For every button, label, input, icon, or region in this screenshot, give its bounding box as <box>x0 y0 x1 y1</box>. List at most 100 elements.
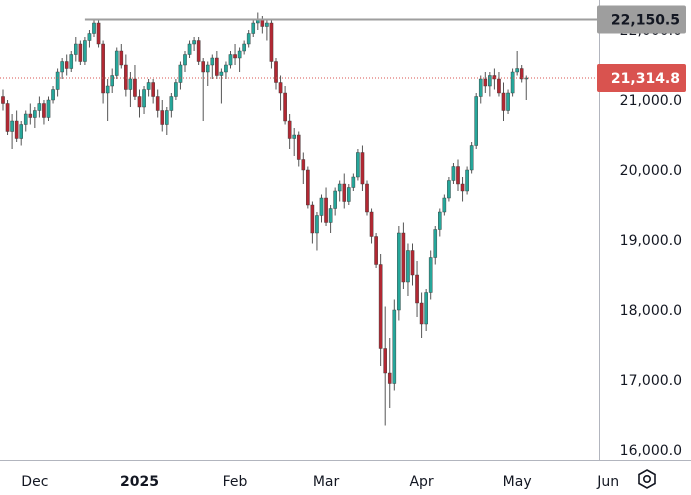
candle-body <box>119 50 124 66</box>
candle-body <box>160 110 165 125</box>
candle-body <box>83 40 87 62</box>
candle-body <box>410 250 415 276</box>
candle <box>146 79 151 97</box>
candle-body <box>351 176 356 188</box>
price-labels: 22,150.5 21,314.8 <box>597 5 686 92</box>
candle <box>392 299 397 391</box>
time-axis[interactable]: Dec 2025 Feb Mar Apr May Jun <box>21 474 619 490</box>
candle <box>183 51 187 72</box>
candle <box>415 261 419 317</box>
x-tick-label: Feb <box>223 474 248 490</box>
candle <box>142 86 146 114</box>
candle <box>269 19 274 69</box>
candle <box>401 222 406 289</box>
candle <box>465 166 469 195</box>
candle <box>73 37 78 62</box>
candle-body <box>51 89 55 101</box>
candle <box>215 51 219 79</box>
candle <box>28 103 33 125</box>
candle <box>451 163 456 184</box>
candle <box>447 177 451 202</box>
candle-body <box>110 75 114 87</box>
candle-body <box>246 33 251 45</box>
candle-body <box>515 68 519 73</box>
candle-body <box>19 124 24 139</box>
candle-body <box>124 64 128 90</box>
x-tick-label: Mar <box>313 474 340 490</box>
candle <box>69 51 74 72</box>
candle-body <box>497 78 501 94</box>
candle-body <box>142 89 146 108</box>
candle-body <box>451 166 456 181</box>
candle <box>37 96 42 118</box>
candle-body <box>233 54 237 59</box>
x-tick-label: Jun <box>596 474 619 490</box>
candle-body <box>401 232 406 283</box>
candle <box>205 61 210 86</box>
candle <box>296 131 301 167</box>
candle <box>442 194 447 216</box>
candle-body <box>447 180 451 199</box>
candle-body <box>501 92 506 111</box>
candle-body <box>201 61 206 73</box>
candle-body <box>292 134 297 139</box>
chart-settings-button[interactable] <box>636 468 658 490</box>
current-price-label: 21,314.8 <box>597 63 686 92</box>
x-tick-label: 2025 <box>120 474 159 490</box>
candle <box>274 58 278 90</box>
candle-body <box>392 309 397 384</box>
candle <box>287 114 292 149</box>
candle-body <box>424 292 428 325</box>
candle <box>187 40 192 58</box>
candle-body <box>265 22 269 27</box>
candle <box>105 79 110 121</box>
candle <box>483 72 488 93</box>
overlay-layer <box>0 18 599 79</box>
candle <box>233 44 237 65</box>
candle-body <box>228 54 233 66</box>
candle <box>60 58 64 79</box>
candle <box>92 19 96 37</box>
candle <box>283 86 287 125</box>
candle <box>228 51 233 69</box>
candle <box>33 107 37 128</box>
candle-body <box>46 99 51 118</box>
candle <box>160 100 165 132</box>
candle <box>19 121 24 146</box>
candle-body <box>492 75 497 80</box>
candle-body <box>383 348 388 374</box>
candle <box>306 166 310 209</box>
candle <box>328 205 333 233</box>
candle <box>133 65 137 100</box>
candle-body <box>23 113 28 125</box>
candle-body <box>333 190 337 209</box>
candle <box>10 114 14 149</box>
candle-body <box>105 85 110 94</box>
candle <box>360 145 365 191</box>
candle <box>319 194 324 223</box>
candle-body <box>287 120 292 139</box>
candle <box>265 19 269 41</box>
candle <box>419 292 424 338</box>
candle-body <box>37 103 42 111</box>
candle <box>351 173 356 191</box>
candle <box>128 72 133 107</box>
current-price-label-bg <box>597 63 686 92</box>
candle-body <box>469 145 474 171</box>
candle-body <box>419 302 424 325</box>
candle <box>242 40 246 55</box>
candle-body <box>174 82 178 97</box>
candle-body <box>114 50 119 76</box>
candle <box>333 187 337 216</box>
current-price-label-text: 21,314.8 <box>611 71 680 87</box>
candle <box>383 306 388 426</box>
candle-body <box>474 96 479 146</box>
candle <box>347 184 351 205</box>
candle-body <box>192 40 196 45</box>
candle-body <box>14 120 19 139</box>
candle <box>46 96 51 121</box>
x-tick-label: May <box>503 474 532 490</box>
resistance-label-text: 22,150.5 <box>611 12 680 28</box>
y-tick-label: 21,000.0 <box>620 93 682 109</box>
